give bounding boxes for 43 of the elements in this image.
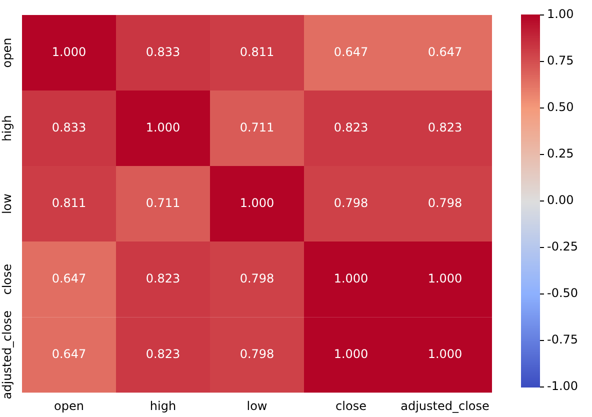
- data-label: 0.798: [334, 196, 368, 210]
- x-tick-label: open: [54, 398, 84, 413]
- data-label: 0.833: [52, 120, 86, 134]
- data-label: 0.647: [52, 346, 86, 361]
- data-label: 0.711: [146, 196, 180, 210]
- x-tick-label: close: [336, 398, 366, 413]
- data-label: 1.000: [334, 271, 368, 286]
- data-label: 0.798: [240, 271, 274, 286]
- data-label: 0.647: [52, 271, 86, 286]
- color-bar-label: -0.25: [547, 240, 578, 254]
- x-tick-label: low: [246, 398, 268, 413]
- data-label: 1.000: [428, 271, 462, 286]
- color-bar-label: -0.75: [547, 332, 578, 347]
- x-tick-label: high: [150, 398, 176, 413]
- data-label: 0.798: [428, 196, 462, 210]
- color-bar-label: 0.75: [547, 54, 574, 68]
- color-bar-label: 0.50: [547, 100, 574, 114]
- data-label: 0.823: [146, 346, 180, 361]
- color-bar-label: -0.50: [547, 286, 578, 300]
- data-label: 0.823: [146, 271, 180, 286]
- y-tick-label: open: [0, 38, 14, 68]
- data-label: 0.823: [334, 120, 368, 134]
- data-label: 0.798: [240, 346, 274, 361]
- data-label: 0.811: [52, 196, 86, 210]
- data-label: 0.823: [428, 120, 462, 134]
- data-label: 0.833: [146, 44, 180, 59]
- x-tick-label: adjusted_close: [400, 398, 490, 413]
- data-label: 0.711: [240, 120, 274, 134]
- data-label: 0.647: [334, 44, 368, 59]
- data-label: 0.647: [428, 44, 462, 59]
- data-label: 0.811: [240, 44, 274, 59]
- y-tick-label: low: [0, 193, 14, 214]
- data-label: 1.000: [428, 346, 462, 361]
- y-tick-label: close: [0, 264, 14, 295]
- y-tick-label: high: [0, 115, 14, 142]
- data-label: 1.000: [52, 44, 86, 59]
- data-label: 1.000: [240, 196, 274, 210]
- data-label: 1.000: [146, 120, 180, 134]
- color-bar-label: -1.00: [547, 379, 578, 394]
- color-bar-label: 0.25: [547, 146, 574, 161]
- color-bar-label: 1.00: [547, 7, 574, 22]
- color-bar-label: 0.00: [547, 193, 574, 208]
- data-label: 1.000: [334, 346, 368, 361]
